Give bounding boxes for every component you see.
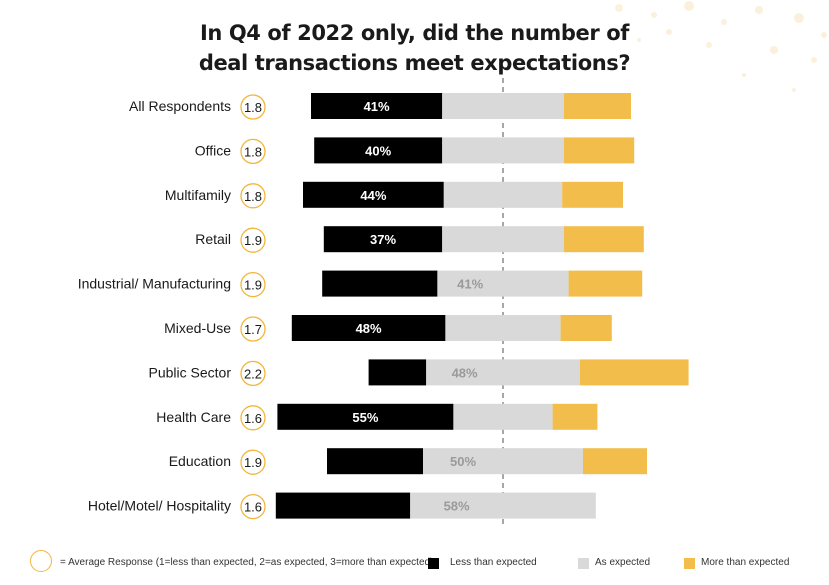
average-ring-retail [240,227,266,253]
chart-title-line-2: deal transactions meet expectations? [198,51,631,75]
data-label-hotel-motel-hospitality: 58% [444,499,470,514]
category-label-health-care: Health Care [156,409,231,425]
chart-title-line-1: In Q4 of 2022 only, did the number of [199,21,629,45]
data-label-public-sector: 48% [452,365,478,380]
average-ring-public-sector [240,360,266,387]
bar-more-than-expected-public-sector [579,359,689,386]
average-value-health-care: 1.6 [244,411,262,426]
average-value-public-sector: 2.2 [244,366,262,381]
legend-as-label: As expected [595,557,651,568]
chart-title: In Q4 of 2022 only, did the number of de… [0,18,829,78]
average-value-all-respondents: 1.8 [244,100,262,115]
bar-as-expected-hotel-motel-hospitality [410,492,596,519]
bar-less-than-expected-health-care [277,403,454,430]
category-label-all-respondents: All Respondents [129,98,231,114]
bar-less-than-expected-public-sector [368,359,427,386]
average-value-office: 1.8 [244,144,262,159]
average-ring-industrial-manufacturing [240,271,266,298]
average-ring-multifamily [240,183,266,209]
legend-as-swatch [578,558,589,569]
average-value-industrial-manufacturing: 1.9 [244,278,262,293]
bar-more-than-expected-all-respondents [563,93,631,119]
bar-more-than-expected-multifamily [562,181,623,208]
bar-as-expected-public-sector [426,359,580,386]
decorative-dots [615,1,827,92]
average-ring-education [240,449,266,475]
category-label-education: Education [169,453,231,469]
legend-less-label: Less than expected [450,557,537,568]
bar-more-than-expected-retail [563,226,644,253]
average-ring-office [240,138,266,165]
legend-less-swatch [428,558,439,569]
bar-more-than-expected-mixed-use [560,315,612,341]
data-label-multifamily: 44% [360,188,386,203]
bar-less-than-expected-industrial-manufacturing [322,270,438,297]
category-label-mixed-use: Mixed-Use [164,320,231,336]
data-label-office: 40% [365,143,391,158]
bar-less-than-expected-mixed-use [291,315,446,341]
data-label-all-respondents: 41% [364,99,390,114]
bar-more-than-expected-industrial-manufacturing [568,270,643,297]
data-label-health-care: 55% [352,410,378,425]
bar-less-than-expected-retail [323,226,443,253]
average-ring-mixed-use [240,316,266,342]
bar-more-than-expected-health-care [552,403,598,430]
bar-less-than-expected-all-respondents [311,93,443,119]
bar-more-than-expected-office [563,137,635,164]
average-value-multifamily: 1.8 [244,189,262,204]
legend-more-label: More than expected [701,557,790,568]
bar-less-than-expected-education [327,448,423,475]
category-label-office: Office [195,142,232,158]
average-ring-all-respondents [240,94,266,120]
category-label-retail: Retail [195,231,231,247]
data-label-industrial-manufacturing: 41% [457,277,483,292]
legend-average-text: = Average Response (1=less than expected… [60,557,434,568]
average-response-ring-icon [30,550,52,572]
bar-less-than-expected-office [314,137,443,164]
average-ring-hotel-motel-hospitality [240,493,266,520]
legend: = Average Response (1=less than expected… [0,548,829,578]
category-label-industrial-manufacturing: Industrial/ Manufacturing [78,276,231,292]
average-value-mixed-use: 1.7 [244,322,262,337]
bar-as-expected-office [442,137,564,164]
bar-less-than-expected-multifamily [303,181,444,208]
bar-as-expected-retail [442,226,564,253]
bar-as-expected-mixed-use [445,315,561,341]
data-label-mixed-use: 48% [356,321,382,336]
category-label-multifamily: Multifamily [165,187,231,203]
bar-as-expected-industrial-manufacturing [437,270,569,297]
average-value-hotel-motel-hospitality: 1.6 [244,500,262,515]
average-value-retail: 1.9 [244,233,262,248]
data-label-retail: 37% [370,232,396,247]
bar-as-expected-all-respondents [442,93,564,119]
category-label-public-sector: Public Sector [149,364,232,380]
bar-as-expected-health-care [453,403,553,430]
data-label-education: 50% [450,454,476,469]
bar-as-expected-education [423,448,583,475]
average-ring-health-care [240,405,266,431]
category-label-hotel-motel-hospitality: Hotel/Motel/ Hospitality [88,498,231,514]
bar-less-than-expected-hotel-motel-hospitality [275,492,411,519]
average-value-education: 1.9 [244,455,262,470]
legend-more-swatch [684,558,695,569]
bar-more-than-expected-education [583,448,647,475]
bar-as-expected-multifamily [443,181,563,208]
